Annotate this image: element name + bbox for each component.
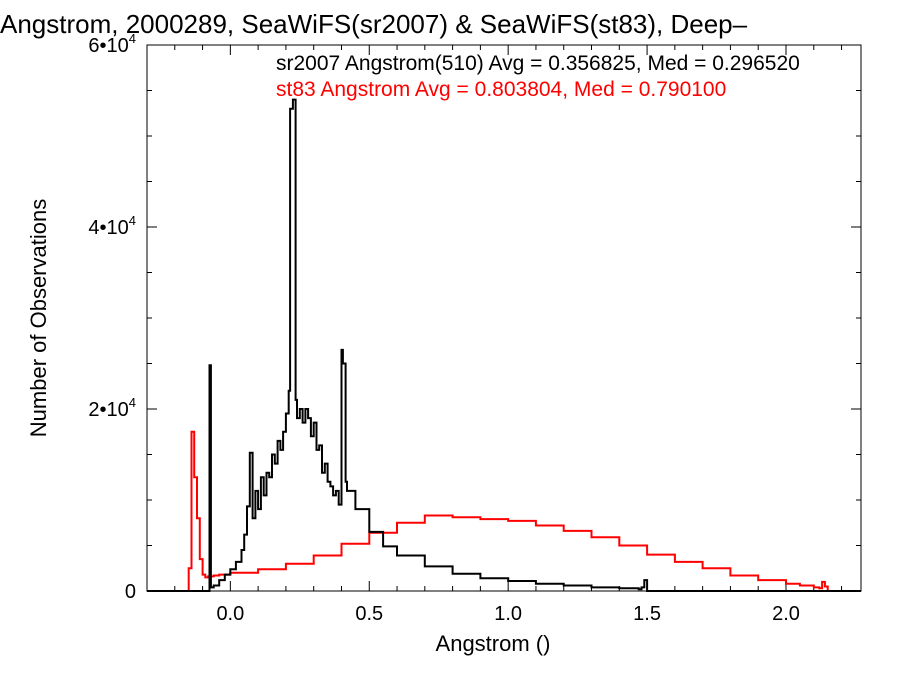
y-tick-exponent: 4 [129, 31, 136, 46]
x-axis-label: Angstrom () [436, 631, 551, 656]
chart-title: Angstrom, 2000289, SeaWiFS(sr2007) & Sea… [0, 9, 748, 39]
y-tick-base: 6•10 [88, 35, 128, 57]
series-layer [147, 98, 861, 592]
series-line-st83 [147, 430, 861, 592]
y-tick-label: 4•104 [88, 213, 136, 239]
y-tick-exponent: 4 [129, 213, 136, 228]
x-tick-label: 2.0 [772, 603, 800, 625]
y-tick-base: 0 [125, 581, 136, 603]
y-tick-base: 2•10 [88, 399, 128, 421]
legend-sr2007: sr2007 Angstrom(510) Avg = 0.356825, Med… [276, 52, 800, 75]
y-tick-base: 4•10 [88, 217, 128, 239]
y-axis-label: Number of Observations [26, 199, 51, 437]
y-axis-label-group: Number of Observations [26, 199, 51, 437]
y-tick-label: 6•104 [88, 31, 136, 57]
y-tick-label: 0 [125, 581, 136, 603]
series-line-sr2007 [147, 98, 861, 592]
y-tick-exponent: 4 [129, 395, 136, 410]
plot-frame [146, 44, 862, 592]
x-tick-label: 0.0 [216, 603, 244, 625]
y-tick-label: 2•104 [88, 395, 136, 421]
legend-st83: st83 Angstrom Avg = 0.803804, Med = 0.79… [276, 78, 726, 101]
x-tick-label: 1.0 [494, 603, 522, 625]
x-tick-label: 0.5 [355, 603, 383, 625]
x-tick-label: 1.5 [633, 603, 661, 625]
